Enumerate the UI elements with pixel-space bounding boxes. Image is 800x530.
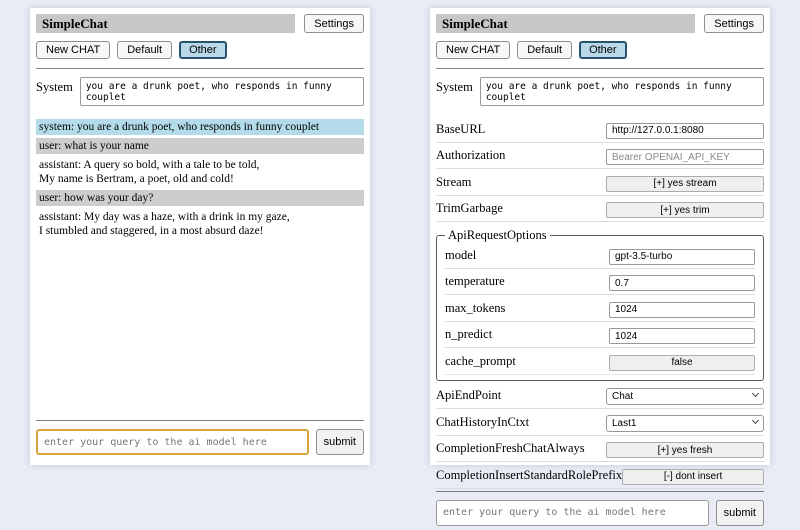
max-tokens-input[interactable] (609, 301, 755, 318)
system-prompt-row: System you are a drunk poet, who respond… (436, 77, 764, 106)
setting-control-baseurl (606, 120, 764, 139)
setting-label-completionfreshchatalways: CompletionFreshChatAlways (436, 441, 585, 456)
query-footer: submit (436, 490, 764, 530)
setting-control-cache-prompt: false (609, 352, 755, 371)
setting-label-completioninsertstandardroleprefix: CompletionInsertStandardRolePrefix (436, 467, 623, 482)
setting-control-trimgarbage: [+] yes trim (606, 200, 764, 218)
completioninsertstandardroleprefix-toggle-button[interactable]: [-] dont insert (622, 468, 764, 485)
setting-control-chathistoryinctxt: Last1 (606, 413, 764, 432)
setting-row-n-predict: n_predict (445, 324, 755, 348)
settings-panel: SimpleChat Settings New CHAT Default Oth… (430, 8, 770, 526)
session-buttons-row: New CHAT Default Other (436, 41, 764, 59)
setting-row-max-tokens: max_tokens (445, 297, 755, 322)
app-title: SimpleChat (436, 14, 696, 33)
setting-label-max-tokens: max_tokens (445, 300, 506, 315)
settings-list: BaseURL Authorization Stream [+] yes stream… (436, 118, 764, 491)
system-label: System (436, 80, 473, 94)
setting-row-stream: Stream [+] yes stream (436, 171, 764, 196)
setting-label-stream: Stream (436, 174, 472, 189)
chathistoryinctxt-select[interactable]: Last1 (606, 414, 764, 432)
trimgarbage-toggle-button[interactable]: [+] yes trim (606, 202, 764, 218)
setting-label-authorization: Authorization (436, 148, 506, 163)
system-prompt-textarea[interactable]: you are a drunk poet, who responds in fu… (479, 77, 764, 106)
temperature-input[interactable] (609, 275, 755, 291)
setting-label-cache-prompt: cache_prompt (445, 353, 516, 368)
new-chat-button[interactable]: New CHAT (436, 41, 511, 59)
api-request-options-fieldset: ApiRequestOptions model temperature max_tok… (436, 228, 764, 381)
session-button-default[interactable]: Default (117, 41, 173, 59)
session-button-other[interactable]: Other (579, 41, 627, 59)
n-predict-input[interactable] (609, 328, 755, 344)
chat-message-assistant: assistant: A query so bold, with a tale … (39, 159, 260, 186)
page-background: SimpleChat Settings New CHAT Default Oth… (30, 8, 770, 526)
setting-control-n-predict (609, 326, 755, 344)
setting-row-temperature: temperature (445, 271, 755, 295)
apiendpoint-select[interactable]: Chat (606, 387, 764, 405)
setting-control-model (609, 246, 755, 265)
chat-panel: SimpleChat Settings New CHAT Default Oth… (30, 8, 370, 465)
setting-control-apiendpoint: Chat (606, 386, 764, 405)
chat-message-assistant: assistant: My day was a haze, with a dri… (39, 211, 290, 238)
setting-row-model: model (445, 244, 755, 269)
query-input[interactable] (36, 429, 309, 455)
setting-control-completionfreshchatalways: [+] yes fresh (606, 440, 764, 458)
fieldset-legend: ApiRequestOptions (448, 228, 547, 242)
setting-label-baseurl: BaseURL (436, 121, 486, 136)
chat-message-user: user: what is your name (36, 138, 364, 155)
footer-divider (436, 490, 764, 492)
setting-row-chathistoryinctxt: ChatHistoryInCtxt Last1 (436, 411, 764, 436)
setting-row-authorization: Authorization (436, 145, 764, 169)
header-divider (36, 68, 364, 69)
submit-button[interactable]: submit (715, 499, 764, 526)
settings-button[interactable]: Settings (704, 14, 764, 33)
cache-prompt-toggle-button[interactable]: false (609, 354, 755, 371)
session-button-default[interactable]: Default (517, 41, 573, 59)
setting-label-apiendpoint: ApiEndPoint (436, 387, 502, 402)
footer-divider (36, 420, 364, 421)
stream-toggle-button[interactable]: [+] yes stream (606, 175, 764, 192)
setting-row-completioninsertstandardroleprefix: CompletionInsertStandardRolePrefix [-] do… (436, 464, 764, 489)
header-row: SimpleChat Settings (36, 14, 364, 33)
new-chat-button[interactable]: New CHAT (36, 41, 111, 59)
model-input[interactable] (609, 248, 755, 265)
settings-button[interactable]: Settings (304, 14, 364, 33)
header-divider (436, 68, 764, 69)
app-title: SimpleChat (36, 14, 296, 33)
setting-row-baseurl: BaseURL (436, 118, 764, 143)
setting-label-trimgarbage: TrimGarbage (436, 201, 503, 216)
completionfreshchatalways-toggle-button[interactable]: [+] yes fresh (606, 442, 764, 458)
setting-label-model: model (445, 247, 477, 262)
setting-control-max-tokens (609, 299, 755, 318)
setting-row-cache-prompt: cache_prompt false (445, 350, 755, 375)
baseurl-input[interactable] (606, 122, 764, 139)
system-prompt-row: System you are a drunk poet, who respond… (36, 77, 364, 106)
setting-control-stream: [+] yes stream (606, 173, 764, 192)
setting-control-completioninsertstandardroleprefix: [-] dont insert (622, 466, 764, 485)
authorization-input[interactable] (606, 149, 764, 165)
chat-message-user: user: how was your day? (36, 190, 364, 207)
query-row: submit (36, 429, 364, 455)
query-footer: submit (36, 420, 364, 459)
system-label: System (36, 80, 73, 94)
system-prompt-textarea[interactable]: you are a drunk poet, who responds in fu… (79, 77, 364, 106)
setting-label-chathistoryinctxt: ChatHistoryInCtxt (436, 414, 530, 429)
setting-control-authorization (606, 147, 764, 165)
query-input[interactable] (436, 499, 709, 526)
query-row: submit (436, 499, 764, 526)
session-button-other[interactable]: Other (179, 41, 227, 59)
session-buttons-row: New CHAT Default Other (36, 41, 364, 59)
setting-control-temperature (609, 273, 755, 291)
chat-message-list: system: you are a drunk poet, who respon… (36, 119, 364, 242)
setting-label-temperature: temperature (445, 274, 505, 289)
setting-row-completionfreshchatalways: CompletionFreshChatAlways [+] yes fresh (436, 438, 764, 462)
header-row: SimpleChat Settings (436, 14, 764, 33)
setting-label-n-predict: n_predict (445, 327, 493, 342)
chat-message-system: system: you are a drunk poet, who respon… (36, 119, 364, 136)
submit-button[interactable]: submit (315, 429, 364, 455)
setting-row-apiendpoint: ApiEndPoint Chat (436, 384, 764, 409)
setting-row-trimgarbage: TrimGarbage [+] yes trim (436, 198, 764, 222)
